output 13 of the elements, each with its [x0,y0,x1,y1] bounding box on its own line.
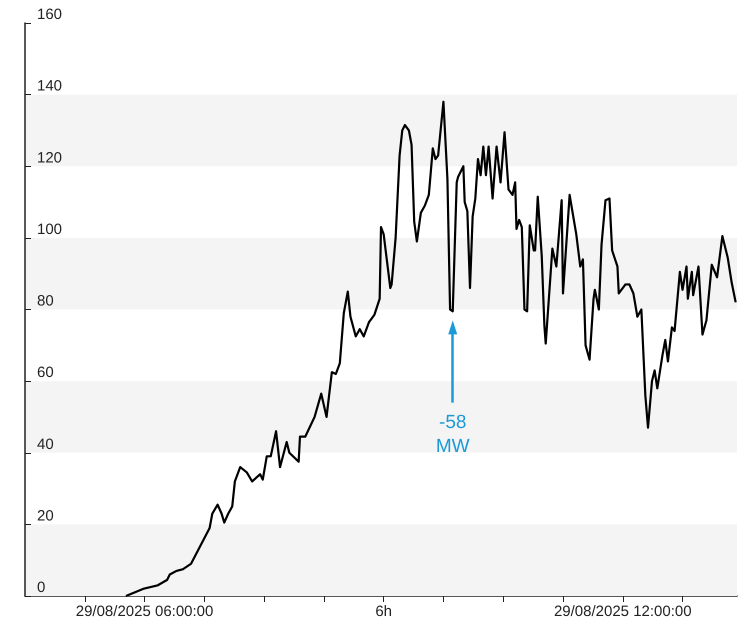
y-tick-label: 20 [37,507,54,524]
x-tick-label: 29/08/2025 06:00:00 [76,603,214,620]
y-tick-label: 120 [37,149,62,166]
y-tick-label: 80 [37,292,54,310]
y-tick-label: 40 [37,436,54,453]
x-tick-label: 29/08/2025 12:00:00 [554,603,692,620]
annotation: -58 MW [436,412,470,458]
x-tick-label: 6h [375,603,392,620]
y-tick-label: 60 [37,364,54,382]
y-tick-label: 0 [37,579,46,596]
y-tick-label: 140 [37,78,62,95]
y-tick-label: 100 [37,220,62,238]
y-tick-label: 160 [37,6,62,23]
